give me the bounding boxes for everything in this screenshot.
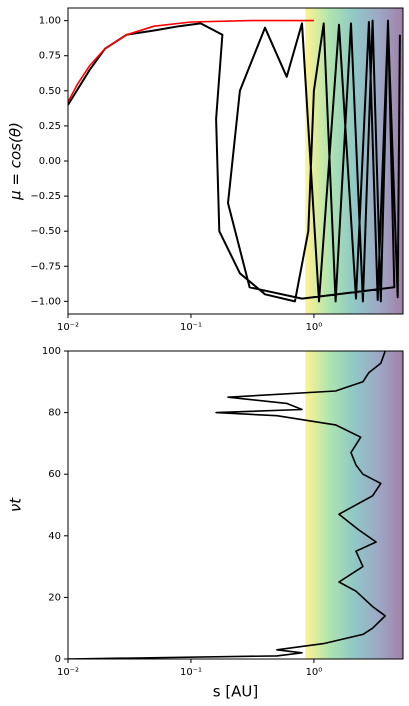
y-tick-label: 0 [55, 654, 61, 665]
y-tick-label: 40 [48, 531, 61, 542]
background-band [305, 351, 403, 659]
y-tick-label: −0.50 [30, 226, 61, 237]
x-tick-label: 10⁻¹ [180, 322, 202, 333]
y-tick-label: 100 [42, 346, 61, 357]
y-axis-label: νt [7, 497, 25, 512]
x-axis-label: s [AU] [213, 683, 259, 701]
subplot: 10⁻² 10⁻¹ 10⁰ 0 20 40 60 80 100 νt s [AU] [7, 346, 404, 701]
y-tick-label: 0.75 [39, 51, 61, 62]
y-tick-label: 80 [48, 408, 61, 419]
axes-frame [67, 350, 404, 660]
y-tick-label: −0.25 [30, 191, 61, 202]
x-tick-label: 10⁻² [57, 322, 79, 333]
y-tick-label: 1.00 [39, 16, 61, 27]
data-line [68, 19, 401, 303]
y-axis-label: μ = cos(θ) [7, 122, 25, 201]
data-line [68, 351, 386, 659]
data-line [68, 19, 314, 103]
y-tick-label: 0.00 [39, 156, 61, 167]
x-tick-label: 10⁻¹ [180, 667, 202, 678]
x-tick-label: 10⁰ [306, 322, 323, 333]
x-tick-label: 10⁰ [306, 667, 323, 678]
y-tick-label: −0.75 [30, 261, 61, 272]
x-tick-label: 10⁻² [57, 667, 79, 678]
y-tick-label: 20 [48, 592, 61, 603]
y-tick-label: 0.25 [39, 121, 61, 132]
y-tick-label: −1.00 [30, 296, 61, 307]
y-tick-label: 60 [48, 469, 61, 480]
y-tick-label: 0.50 [39, 86, 61, 97]
subplot: 10⁻² 10⁻¹ 10⁰ −1.00 −0.75 −0.50 −0.25 0.00 0.25 0… [7, 7, 404, 333]
